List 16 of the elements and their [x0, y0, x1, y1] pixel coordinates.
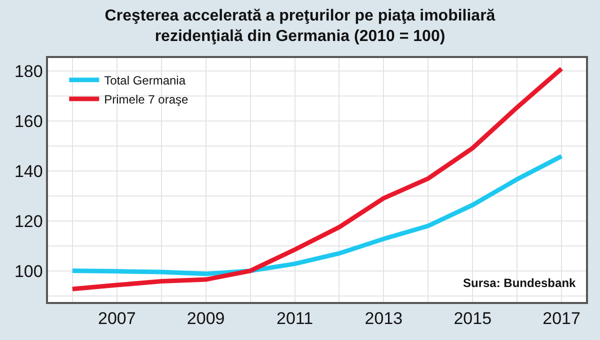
x-tick-label: 2007	[98, 309, 136, 328]
chart-title: Creşterea accelerată a preţurilor pe piaţa imobiliară rezidenţială din Germania (2010 = 100)	[104, 7, 496, 46]
x-tick-label: 2011	[276, 309, 314, 328]
x-tick-label: 2009	[186, 309, 225, 328]
annotation: Sursa: Bundesbank	[463, 276, 576, 290]
y-tick-label: 140	[14, 162, 43, 181]
line-series	[70, 154, 564, 276]
x-tick-label: 2015	[454, 309, 492, 328]
x-tick-label: 2013	[364, 309, 403, 328]
legend-label: Total Germania	[104, 74, 186, 88]
y-tick-label: 160	[14, 112, 43, 132]
y-tick-label: 120	[14, 212, 43, 231]
y-tick-label: 100	[14, 262, 43, 281]
legend-label: Primele 7 oraşe	[104, 92, 188, 106]
x-tick-label: 2017	[542, 309, 580, 328]
y-tick-label: 180	[14, 62, 43, 82]
